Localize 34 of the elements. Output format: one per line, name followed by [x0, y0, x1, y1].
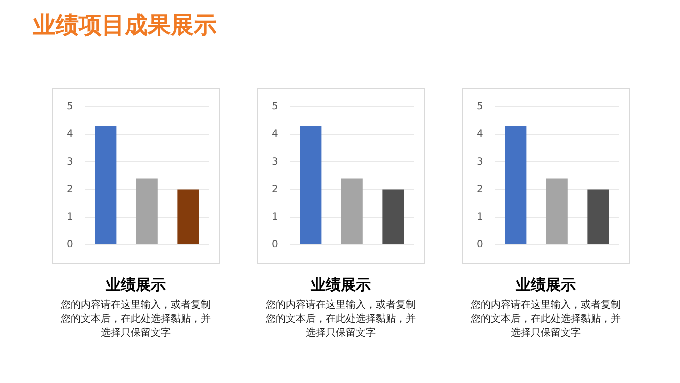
y-tick-label: 1	[272, 212, 278, 223]
bar	[546, 178, 568, 244]
y-tick-label: 5	[272, 102, 278, 113]
bar	[588, 190, 610, 244]
bar	[136, 178, 158, 244]
y-tick-label: 3	[272, 156, 278, 168]
text: 您的内容请在这里输入，或者复制您的文本后，在此处选择黏贴，并选择只保留文字	[60, 299, 212, 341]
bar	[341, 178, 363, 244]
y-tick-label: 0	[66, 240, 74, 251]
y-tick-label: 1	[66, 212, 74, 223]
bar	[178, 190, 200, 244]
text: 您的内容请在这里输入，或者复制您的文本后，在此处选择黏贴，并选择只保留文字	[470, 299, 622, 341]
y-tick-label: 4	[272, 129, 278, 140]
y-tick-label: 3	[66, 156, 74, 168]
y-tick-label: 0	[272, 240, 278, 251]
y-tick-label: 2	[476, 184, 484, 196]
y-tick-label: 0	[476, 240, 484, 251]
bar	[95, 126, 117, 244]
text: 业绩展示	[105, 276, 167, 295]
text: 业绩项目成果展示	[33, 12, 217, 41]
y-tick-label: 2	[66, 184, 74, 196]
y-tick-label: 4	[476, 129, 484, 140]
bar	[300, 126, 322, 244]
y-tick-label: 2	[272, 184, 278, 196]
y-tick-label: 4	[66, 129, 74, 140]
y-tick-label: 1	[476, 212, 484, 223]
text: 业绩展示	[310, 276, 372, 295]
bar	[382, 190, 404, 244]
bar	[505, 126, 527, 244]
text: 您的内容请在这里输入，或者复制您的文本后，在此处选择黏贴，并选择只保留文字	[265, 299, 417, 341]
y-tick-label: 3	[476, 156, 484, 168]
y-tick-label: 5	[66, 102, 74, 113]
y-tick-label: 5	[476, 102, 484, 113]
text: 业绩展示	[515, 276, 577, 295]
